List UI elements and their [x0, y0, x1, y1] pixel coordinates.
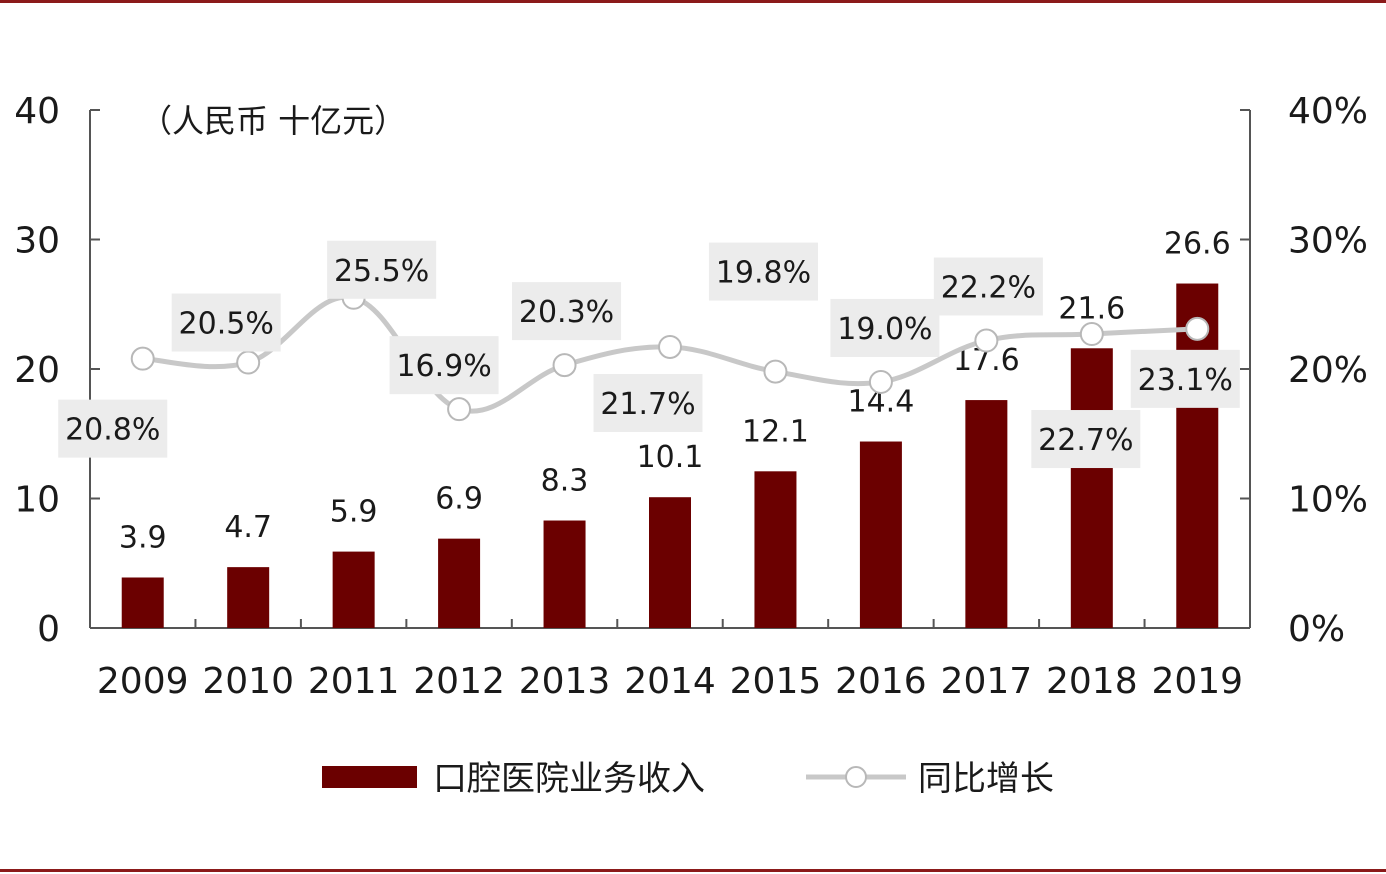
line-marker: [1079, 322, 1104, 347]
bar-value-label: 5.9: [330, 495, 378, 530]
line-value-label: 22.7%: [1038, 423, 1133, 458]
line-label-box: [58, 399, 168, 458]
line-marker: [552, 353, 577, 378]
line-marker: [868, 369, 893, 394]
legend: 口腔医院业务收入 同比增长: [322, 759, 1054, 799]
bar-value-label: 12.1: [742, 414, 809, 449]
line-value-label: 16.9%: [396, 349, 491, 384]
x-tick-label: 2014: [624, 661, 716, 702]
line-data-labels: 20.8% 20.5% 25.5% 16.9% 20.3% 21.7% 19.8% 19.0%…: [58, 240, 1240, 469]
right-y-axis: 0% 10% 20% 30% 40%: [1240, 91, 1368, 650]
line-marker: [974, 328, 999, 353]
line-marker: [1185, 316, 1210, 341]
bar: [649, 497, 691, 628]
unit-label: （人民币 十亿元）: [140, 102, 406, 140]
x-tick-label: 2013: [519, 661, 611, 702]
x-tick-label: 2011: [308, 661, 400, 702]
x-tick-label: 2010: [202, 661, 294, 702]
bar-value-label: 3.9: [119, 520, 167, 555]
bar: [859, 441, 902, 628]
legend-bar-label: 口腔医院业务收入: [433, 759, 705, 799]
bar: [438, 538, 481, 628]
line-label-box: [593, 373, 703, 432]
bottom-frame-line: [0, 869, 1386, 872]
bar: [121, 577, 164, 628]
x-tick-label: 2016: [835, 661, 927, 702]
right-tick-label: 0%: [1288, 609, 1345, 650]
x-tick-label: 2012: [413, 661, 505, 702]
line-label-box: [1031, 410, 1141, 469]
line-value-label: 19.8%: [716, 256, 811, 291]
legend-line-marker: [845, 766, 867, 788]
x-tick-label: 2019: [1151, 661, 1243, 702]
right-tick-label: 10%: [1288, 480, 1368, 521]
bar-value-label: 6.9: [435, 482, 483, 517]
bar-value-label: 26.6: [1164, 227, 1231, 262]
line-label-box: [933, 257, 1043, 316]
left-y-axis: 0 10 20 30 40: [14, 91, 100, 650]
line-value-label: 20.5%: [179, 307, 274, 342]
line-value-label: 20.8%: [65, 413, 160, 448]
line-value-label: 25.5%: [334, 254, 429, 289]
bar: [1070, 348, 1113, 628]
bar-value-label: 4.7: [224, 510, 272, 545]
bar: [1176, 283, 1219, 628]
line-value-label: 19.0%: [837, 312, 932, 347]
left-tick-label: 10: [14, 480, 60, 521]
left-tick-label: 0: [37, 609, 60, 650]
bar: [227, 567, 270, 628]
x-tick-label: 2018: [1046, 661, 1138, 702]
x-tick-label: 2009: [97, 661, 189, 702]
bar-value-label: 8.3: [541, 464, 589, 499]
bar: [754, 471, 797, 628]
line-label-box: [708, 242, 818, 301]
line-label-box: [512, 282, 622, 341]
right-tick-label: 30%: [1288, 221, 1368, 262]
x-tick-label: 2017: [941, 661, 1033, 702]
line-marker: [447, 397, 472, 422]
growth-line: [142, 294, 1198, 414]
line-marker: [763, 359, 788, 384]
line-marker: [130, 346, 155, 371]
line-value-label: 23.1%: [1138, 363, 1233, 398]
line-value-label: 22.2%: [941, 271, 1036, 306]
line-label-box: [830, 298, 940, 357]
bar: [332, 551, 375, 628]
right-tick-label: 40%: [1288, 91, 1368, 132]
line-label-box: [327, 240, 437, 299]
line-marker: [236, 350, 261, 375]
line-label-box: [389, 336, 499, 395]
left-tick-label: 40: [14, 91, 60, 132]
bar: [965, 400, 1008, 628]
bar-data-labels: 3.9 4.7 5.9 6.98.310.112.114.417.621.626.6: [119, 227, 1231, 556]
line-series: [130, 285, 1210, 422]
x-axis: 2009 2010 2011 2012 2013 2014 2015 2016 2017 2018…: [89, 619, 1251, 702]
legend-bar-swatch: [322, 766, 417, 788]
left-tick-label: 30: [14, 221, 60, 262]
right-tick-label: 20%: [1288, 350, 1368, 391]
x-tick-label: 2015: [730, 661, 822, 702]
line-value-label: 21.7%: [600, 387, 695, 422]
bar: [543, 520, 586, 628]
bar-series: [121, 283, 1219, 628]
line-marker: [658, 334, 682, 359]
line-value-label: 20.3%: [519, 295, 614, 330]
line-label-box: [171, 293, 281, 352]
bar-value-label: 10.1: [637, 440, 704, 475]
top-frame-line: [0, 0, 1386, 3]
legend-line-label: 同比增长: [918, 759, 1054, 799]
left-tick-label: 20: [14, 350, 60, 391]
bar-value-label: 21.6: [1058, 291, 1125, 326]
line-label-box: [1130, 349, 1240, 408]
